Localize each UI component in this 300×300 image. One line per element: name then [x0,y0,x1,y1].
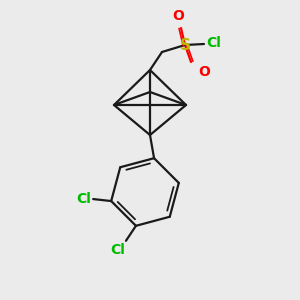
Text: S: S [179,38,191,52]
Text: O: O [172,9,184,23]
Text: Cl: Cl [76,192,91,206]
Text: O: O [198,65,210,79]
Text: Cl: Cl [110,243,125,257]
Text: Cl: Cl [206,36,221,50]
